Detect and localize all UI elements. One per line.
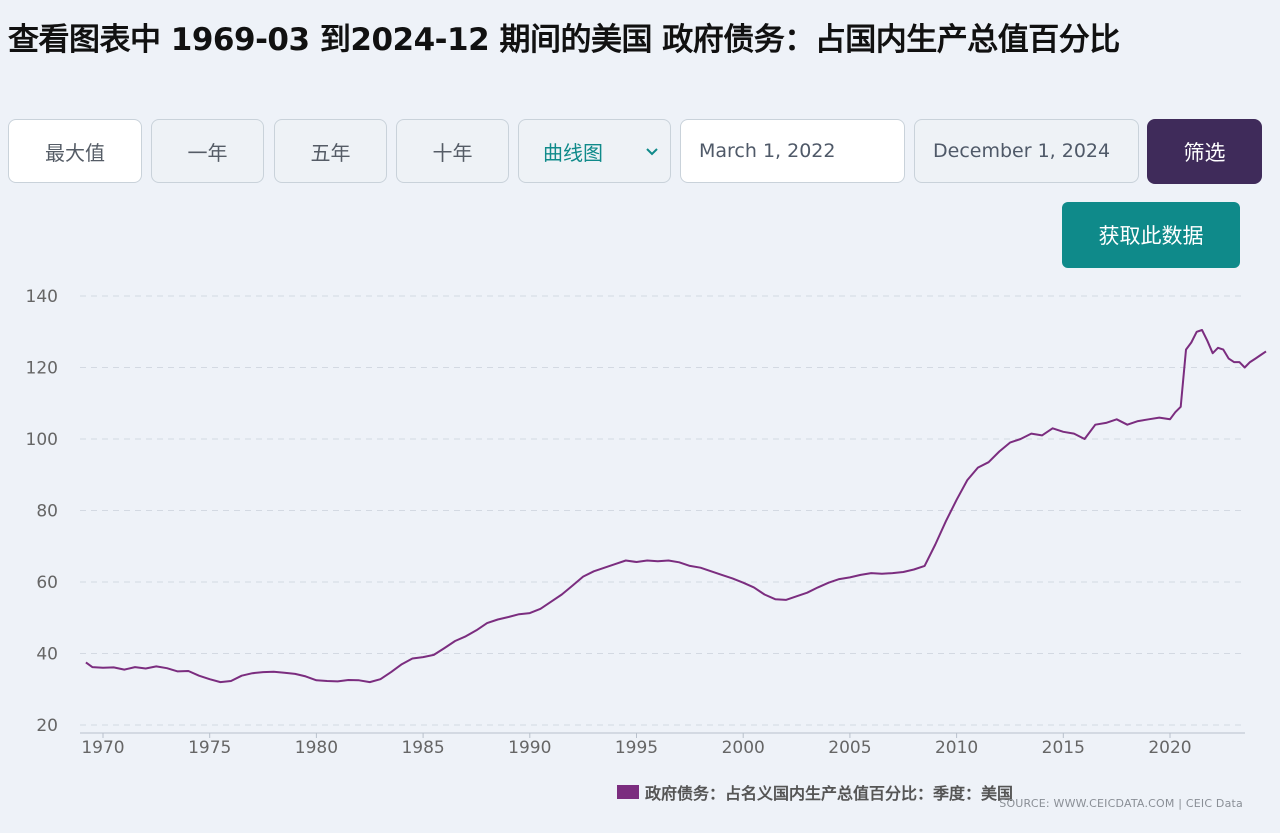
chart-type-label: 曲线图 bbox=[543, 140, 603, 165]
x-tick-label: 2015 bbox=[1042, 738, 1085, 758]
x-tick-label: 1980 bbox=[295, 738, 338, 758]
x-tick-label: 1975 bbox=[188, 738, 231, 758]
x-tick-label: 2010 bbox=[935, 738, 978, 758]
x-tick-label: 1995 bbox=[615, 738, 658, 758]
y-tick-label: 140 bbox=[26, 287, 58, 307]
range-1y-button[interactable]: 一年 bbox=[151, 119, 264, 183]
x-tick-label: 1985 bbox=[401, 738, 444, 758]
y-tick-label: 20 bbox=[36, 716, 58, 736]
x-tick-label: 1970 bbox=[81, 738, 124, 758]
source-note: SOURCE: WWW.CEICDATA.COM | CEIC Data bbox=[999, 797, 1243, 810]
legend-swatch bbox=[617, 785, 639, 799]
page-title: 查看图表中 1969-03 到2024-12 期间的美国 政府债务：占国内生产总… bbox=[8, 22, 1120, 58]
y-tick-label: 40 bbox=[36, 645, 58, 665]
line-chart: 20 40 60 80 100 120 140 1970 1975 1980 1985 1990 199… bbox=[26, 287, 1267, 758]
x-tick-label: 2005 bbox=[828, 738, 871, 758]
x-tick-label: 2020 bbox=[1148, 738, 1191, 758]
y-tick-label: 80 bbox=[36, 502, 58, 522]
chart-legend[interactable]: 政府债务：占名义国内生产总值百分比：季度：美国 bbox=[617, 780, 1013, 804]
start-date-input[interactable]: March 1, 2022 bbox=[680, 119, 905, 183]
get-data-button[interactable]: 获取此数据 bbox=[1062, 202, 1240, 268]
chevron-down-icon bbox=[646, 148, 658, 156]
x-tick-label: 1990 bbox=[508, 738, 551, 758]
y-tick-label: 60 bbox=[36, 573, 58, 593]
range-10y-button[interactable]: 十年 bbox=[396, 119, 509, 183]
series-line bbox=[85, 329, 1267, 684]
end-date-input[interactable]: December 1, 2024 bbox=[914, 119, 1139, 183]
range-max-button[interactable]: 最大值 bbox=[8, 119, 142, 183]
filter-button[interactable]: 筛选 bbox=[1147, 119, 1262, 184]
y-tick-label: 100 bbox=[26, 430, 58, 450]
y-tick-label: 120 bbox=[26, 359, 58, 379]
x-tick-label: 2000 bbox=[722, 738, 765, 758]
range-5y-button[interactable]: 五年 bbox=[274, 119, 387, 183]
legend-label: 政府债务：占名义国内生产总值百分比：季度：美国 bbox=[645, 784, 1014, 803]
chart-type-select[interactable]: 曲线图 bbox=[518, 119, 671, 183]
